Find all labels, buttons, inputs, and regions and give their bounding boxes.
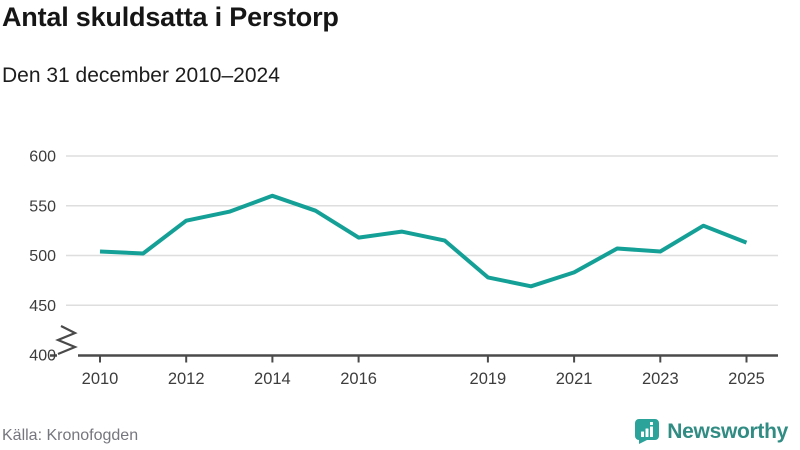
- x-tick-label: 2023: [642, 370, 679, 388]
- y-tick-label: 600: [29, 149, 56, 166]
- chart-title: Antal skuldsatta i Perstorp: [2, 2, 339, 32]
- brand-name: Newsworthy: [667, 419, 788, 443]
- gridlines: [66, 155, 778, 306]
- source-note: Källa: Kronofogden: [2, 427, 139, 444]
- x-tick-label: 2019: [470, 370, 507, 388]
- x-tick-label: 2014: [254, 370, 291, 388]
- newsworthy-icon: [635, 419, 660, 444]
- x-tick-label: 2010: [82, 370, 119, 388]
- chart-subtitle: Den 31 december 2010–2024: [2, 64, 280, 87]
- x-tick-label: 2012: [168, 370, 205, 388]
- brand-logo: Newsworthy: [634, 418, 788, 445]
- x-tick-label: 2021: [556, 370, 593, 388]
- x-tick-label: 2025: [728, 370, 765, 388]
- y-tick-label: 550: [29, 198, 56, 215]
- y-tick-label: 400: [29, 348, 56, 365]
- axis-break-icon: [55, 325, 78, 356]
- y-tick-label: 500: [29, 248, 56, 265]
- x-tick-labels: 2010 2012 2014 2016 2019 2021 2023 2025: [82, 370, 765, 388]
- data-line: [99, 193, 748, 289]
- data-line: [99, 193, 748, 289]
- axis-ticks: [99, 356, 748, 363]
- y-tick-label: 450: [29, 298, 56, 315]
- y-tick-labels: 400 450 500 550 600: [29, 149, 56, 365]
- x-tick-label: 2016: [340, 370, 377, 388]
- axis-break-icon: [55, 325, 78, 356]
